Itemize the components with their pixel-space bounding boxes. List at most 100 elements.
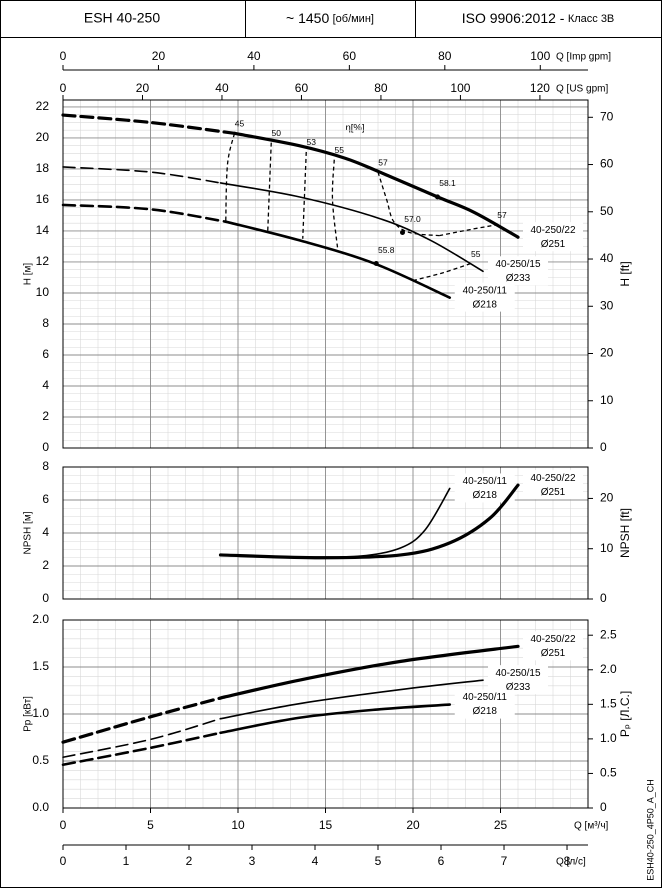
curve-label-bg	[488, 665, 548, 695]
curve-dashed	[62, 717, 222, 759]
y-tick-label: 4	[42, 378, 49, 392]
y-tick-label: 1.5	[32, 659, 49, 673]
y-tick-label: 8	[42, 316, 49, 330]
curve-dashed	[61, 113, 237, 135]
y-tick-label: 20	[36, 130, 50, 144]
plot-frame	[62, 99, 589, 449]
x-axis-label: Q [м³/ч]	[574, 821, 609, 832]
axis-tick-label: 80	[438, 49, 452, 63]
curve-dashed	[61, 203, 228, 223]
efficiency-label: 50	[272, 128, 282, 138]
header-standard-line: ISO 9906:2012 - Класс 3B	[462, 10, 615, 26]
curve	[219, 182, 484, 273]
y2-tick-label: 70	[600, 109, 614, 123]
y2-tick-label: 1.5	[600, 696, 617, 710]
efficiency-point-label: 57.0	[404, 214, 421, 224]
efficiency-line	[302, 151, 307, 239]
axis-tick-label: 20	[136, 81, 150, 95]
y2-tick-label: 0.5	[600, 766, 617, 780]
axis-tick-label: 100	[530, 49, 550, 63]
y-tick-label: 0.5	[32, 753, 49, 767]
curve-label: 40-250/15	[495, 259, 540, 270]
y-tick-label: 0	[42, 591, 49, 605]
axis-tick-label: 3	[249, 854, 256, 868]
curve	[219, 703, 452, 735]
y-tick-label: 14	[36, 223, 50, 237]
y-tick-label: 2	[42, 409, 49, 423]
header-speed-line: ~ 1450 [об/мин]	[286, 10, 374, 26]
efficiency-line	[225, 133, 236, 222]
curve-label-diameter: Ø218	[473, 490, 498, 501]
axis-tick-label: 0	[60, 81, 67, 95]
y2-tick-label: 10	[600, 541, 614, 555]
x-tick-label: 10	[231, 818, 245, 832]
y2-tick-label: 0	[600, 591, 607, 605]
y-tick-label: 10	[36, 285, 50, 299]
efficiency-label: 45	[235, 119, 245, 129]
axis-tick-label: 60	[343, 49, 357, 63]
curve-label-diameter: Ø251	[541, 648, 566, 659]
y-tick-label: 4	[42, 525, 49, 539]
axis-tick-label: 5	[375, 854, 382, 868]
efficiency-title: η[%]	[345, 123, 364, 134]
x-tick-label: 5	[147, 818, 154, 832]
y-tick-label: 22	[36, 99, 50, 113]
x-tick-label: 0	[60, 818, 67, 832]
axis-tick-label: 0	[60, 854, 67, 868]
efficiency-line	[412, 262, 471, 282]
efficiency-label: 55	[335, 145, 345, 155]
x-tick-label: 20	[406, 818, 420, 832]
efficiency-line	[377, 171, 440, 237]
axis-tick-label: 20	[152, 49, 166, 63]
curve-label-diameter: Ø218	[473, 299, 498, 310]
curve-label-diameter: Ø233	[506, 682, 531, 693]
curve-label-bg	[523, 222, 583, 252]
curve-label: 40-250/22	[530, 473, 575, 484]
y2-tick-label: 50	[600, 204, 614, 218]
y-tick-label: 16	[36, 192, 50, 206]
header-speed-unit: [об/мин]	[333, 13, 374, 25]
curve-label-diameter: Ø251	[541, 487, 566, 498]
curve-label-bg	[454, 689, 515, 719]
drawing-code: ESH40-250_4P50_A_CH	[645, 779, 655, 881]
efficiency-point	[400, 230, 405, 236]
axis-tick-label: 2	[186, 854, 193, 868]
axis-label: Q [Imp gpm]	[556, 52, 611, 63]
y2-tick-label: 20	[600, 346, 614, 360]
axis-tick-label: 7	[501, 854, 508, 868]
axis-tick-label: 1	[123, 854, 130, 868]
efficiency-point-label: 55.8	[378, 245, 395, 255]
y2-tick-label: 2.5	[600, 627, 617, 641]
y-tick-label: 6	[42, 492, 49, 506]
x-tick-label: 15	[319, 818, 333, 832]
curve-label: 40-250/11	[463, 476, 508, 487]
y-tick-label: 6	[42, 347, 49, 361]
efficiency-point-label: 58.1	[439, 178, 456, 188]
curve-label: 40-250/15	[495, 668, 540, 679]
y2-tick-label: 40	[600, 251, 614, 265]
axis-tick-label: 0	[60, 49, 67, 63]
axis-tick-label: 4	[312, 854, 319, 868]
curve-label-bg	[454, 473, 515, 503]
axis-tick-label: 40	[247, 49, 261, 63]
curve-label-bg	[488, 256, 548, 286]
curve-label-diameter: Ø218	[473, 706, 498, 717]
curve	[219, 679, 484, 720]
y2-tick-label: 0	[600, 440, 607, 454]
y2-axis-label: H [ft]	[618, 261, 632, 286]
efficiency-label: 53	[307, 137, 317, 147]
curve-dashed	[61, 696, 223, 744]
y2-tick-label: 10	[600, 393, 614, 407]
y2-tick-label: 1.0	[600, 731, 617, 745]
header-speed: ~ 1450	[286, 10, 329, 26]
plot-frame	[62, 466, 589, 600]
y-tick-label: 1.0	[32, 706, 49, 720]
header-class: Класс 3B	[568, 13, 614, 25]
axis-tick-label: 120	[530, 81, 550, 95]
curve-label: 40-250/11	[463, 692, 508, 703]
header-model: ESH 40-250	[84, 10, 160, 26]
curve-label: 40-250/11	[463, 285, 508, 296]
curve	[218, 483, 520, 560]
y2-tick-label: 60	[600, 157, 614, 171]
